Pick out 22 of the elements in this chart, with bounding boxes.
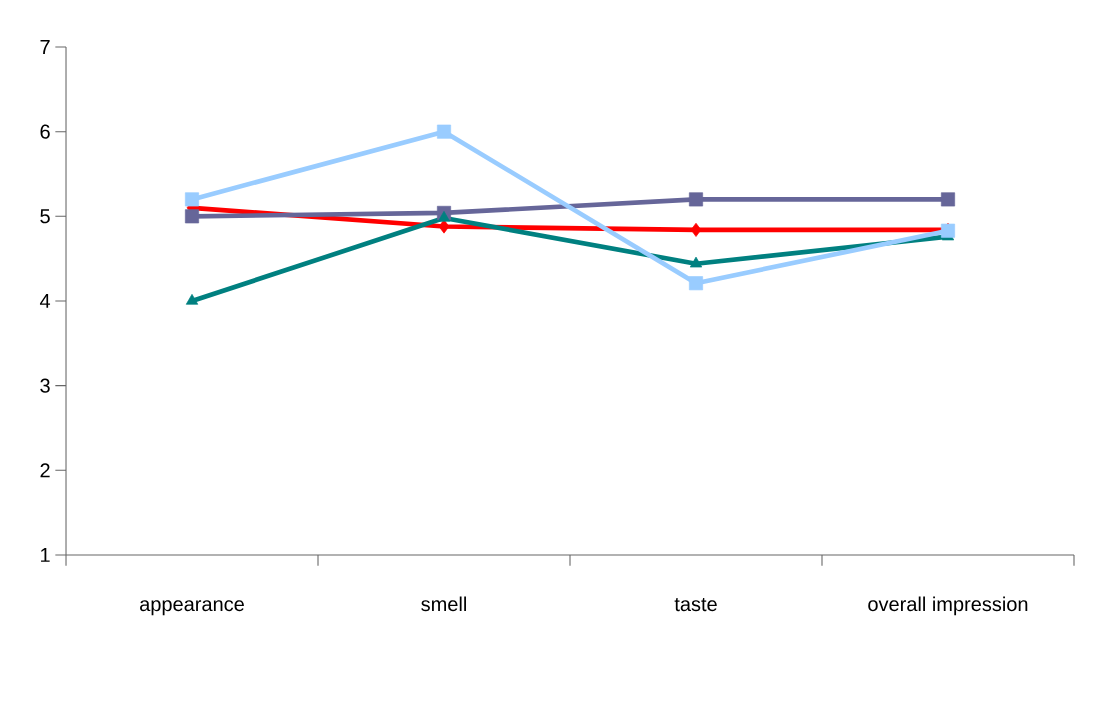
point [185,209,200,224]
y-tick-label: 6 [40,124,50,139]
point [437,211,451,222]
point [689,256,703,268]
point [689,192,704,207]
x-tick-label: taste [674,598,717,612]
y-tick-label: 1 [41,548,50,562]
point [940,192,956,207]
y-tick-label: 4 [39,294,51,308]
point [185,192,200,207]
x-tick-label: overall impression [868,596,1028,616]
y-tick-label: 3 [40,378,50,393]
y-tick-label: 2 [40,463,50,478]
point [438,219,450,234]
x-tick-label: smell [421,596,466,612]
y-tick-label: 7 [40,40,50,54]
point [689,276,704,291]
point [185,293,199,305]
x-tick-label: appearance [140,600,244,616]
y-tick-label: 5 [40,209,50,224]
point [690,222,702,237]
point [437,124,452,139]
